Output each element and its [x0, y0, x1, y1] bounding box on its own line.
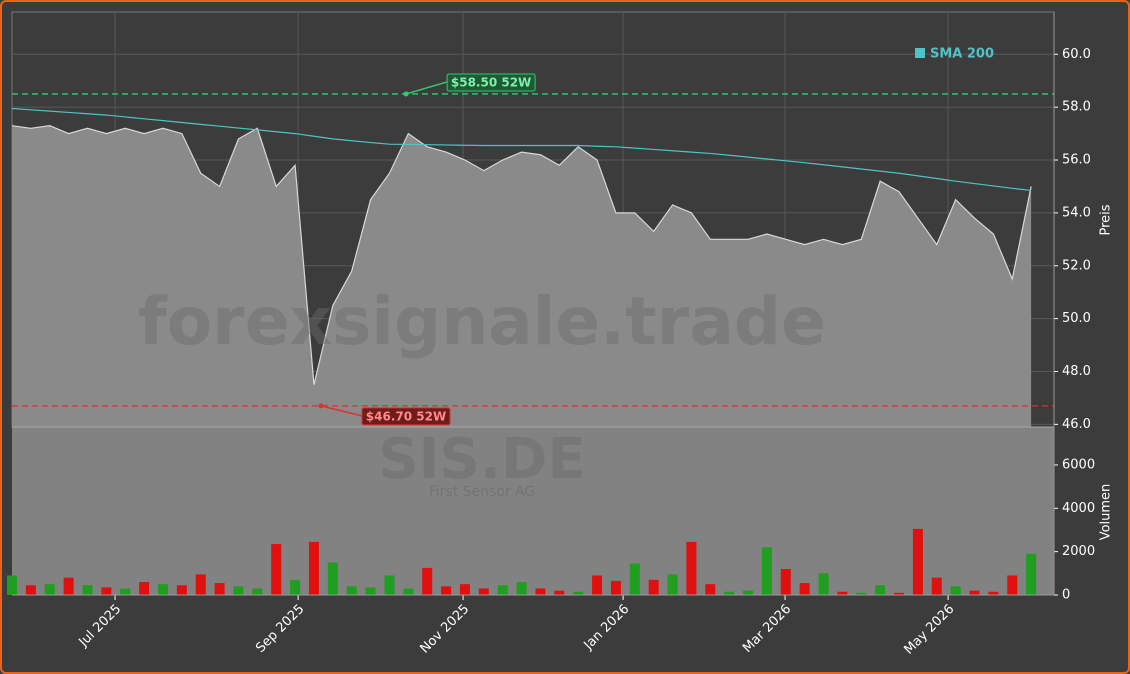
- annotation-label: $58.50 52W: [451, 75, 531, 89]
- volume-bar: [629, 563, 640, 595]
- y-tick-label: 56.0: [1062, 153, 1091, 168]
- y-tick-label: 4000: [1062, 501, 1095, 516]
- volume-bar: [724, 591, 735, 595]
- volume-bar: [780, 568, 791, 595]
- volume-bar: [139, 581, 150, 595]
- x-tick-label: May 2026: [901, 602, 957, 658]
- watermark: forexsignale.trade: [138, 283, 826, 360]
- volume-bar: [7, 575, 17, 595]
- y-tick-label: 46.0: [1062, 417, 1091, 432]
- volume-bar: [950, 586, 961, 595]
- volume-bar: [969, 590, 980, 595]
- volume-bar: [422, 567, 433, 595]
- volume-bar: [478, 588, 489, 595]
- volume-bar: [1026, 553, 1037, 595]
- volume-bar: [384, 575, 395, 595]
- volume-bar: [365, 587, 376, 595]
- y-tick-label: 52.0: [1062, 258, 1091, 273]
- volume-bar: [912, 528, 923, 595]
- annotation-point: [403, 91, 409, 97]
- volume-bar: [252, 588, 263, 595]
- y-tick-label: 6000: [1062, 457, 1095, 472]
- volume-bar: [743, 590, 754, 595]
- watermark-subtitle: First Sensor AG: [429, 484, 536, 500]
- volume-bar: [497, 585, 508, 595]
- volume-bar: [441, 586, 452, 595]
- watermark: SIS.DE: [378, 427, 586, 492]
- volume-bar: [610, 580, 621, 595]
- annotation-label: $46.70 52W: [366, 409, 446, 423]
- y-axis-label: Volumen: [1099, 484, 1114, 541]
- annotation-arrow: [320, 405, 363, 417]
- x-tick-label: Jul 2025: [76, 602, 125, 651]
- x-tick-label: Mar 2026: [740, 602, 794, 656]
- volume-bar: [592, 575, 603, 595]
- volume-bar: [308, 541, 319, 595]
- volume-bar: [233, 586, 244, 595]
- annotation-box: [446, 73, 536, 92]
- x-tick-label: Sep 2025: [253, 602, 307, 656]
- volume-bar: [327, 562, 338, 595]
- volume-bar: [554, 590, 565, 595]
- volume-bar: [573, 591, 584, 595]
- volume-bar: [101, 587, 112, 595]
- volume-bar: [856, 592, 867, 595]
- volume-bar: [705, 584, 716, 595]
- legend-label: SMA 200: [930, 47, 994, 62]
- volume-bar: [837, 591, 848, 595]
- volume-bar: [214, 583, 225, 595]
- volume-bar: [290, 579, 301, 595]
- volume-bar: [403, 588, 414, 595]
- y-tick-label: 60.0: [1062, 47, 1091, 62]
- volume-bar: [1007, 575, 1018, 595]
- volume-bar: [667, 574, 678, 595]
- volume-bar: [535, 588, 546, 595]
- volume-bar: [195, 574, 206, 595]
- y-axis-label: Preis: [1099, 204, 1114, 235]
- volume-bar: [648, 579, 659, 595]
- volume-bar: [176, 585, 187, 595]
- annotation-point: [318, 403, 324, 409]
- price-line: [11, 125, 1032, 385]
- volume-bar: [894, 592, 905, 595]
- y-tick-label: 54.0: [1062, 205, 1091, 220]
- x-tick-label: Jan 2026: [581, 602, 633, 654]
- y-tick-label: 58.0: [1062, 100, 1091, 115]
- volume-bar: [82, 585, 93, 595]
- volume-bar: [271, 544, 282, 595]
- volume-bar: [459, 584, 470, 595]
- y-tick-label: 48.0: [1062, 364, 1091, 379]
- volume-bar: [346, 586, 357, 595]
- volume-bar: [761, 547, 772, 595]
- annotation-arrow: [405, 81, 448, 95]
- sma-line: [11, 107, 1032, 192]
- volume-plot-bg: [12, 427, 1054, 595]
- price-area: [12, 125, 1032, 428]
- volume-bar: [25, 585, 36, 595]
- y-tick-label: 0: [1062, 588, 1070, 603]
- volume-bar: [686, 541, 697, 595]
- y-tick-label: 2000: [1062, 544, 1095, 559]
- volume-bar: [63, 577, 74, 595]
- volume-bar: [818, 573, 829, 595]
- y-tick-label: 50.0: [1062, 311, 1091, 326]
- volume-bar: [44, 584, 55, 595]
- volume-bar: [875, 585, 886, 595]
- legend-swatch: [915, 48, 925, 58]
- volume-bar: [931, 577, 942, 595]
- annotation-box: [361, 407, 451, 426]
- volume-bar: [799, 583, 810, 595]
- volume-bar: [157, 584, 168, 595]
- volume-bar: [516, 581, 527, 595]
- x-tick-label: Nov 2025: [417, 602, 472, 657]
- volume-bar: [120, 588, 131, 595]
- volume-bar: [988, 591, 999, 595]
